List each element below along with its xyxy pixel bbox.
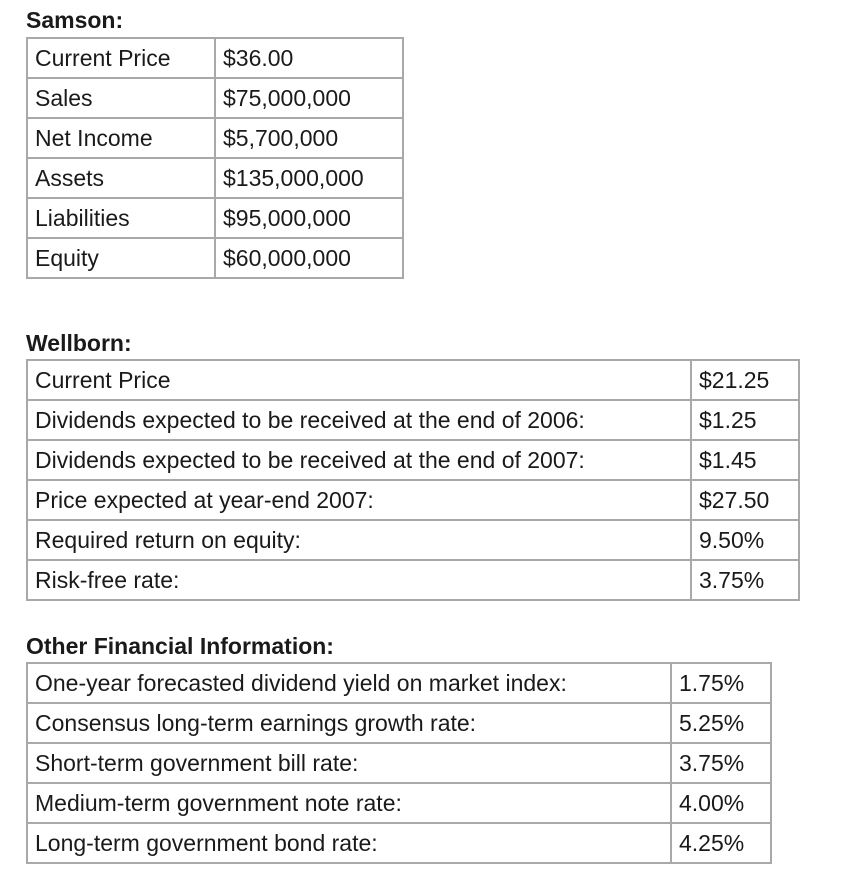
row-value: $27.50 xyxy=(690,479,800,521)
row-label: Risk-free rate: xyxy=(26,559,692,601)
row-value: 9.50% xyxy=(690,519,800,561)
row-value: $5,700,000 xyxy=(214,117,404,159)
row-value: 1.75% xyxy=(670,662,772,704)
table-row: Sales $75,000,000 xyxy=(26,77,404,119)
row-value: $36.00 xyxy=(214,37,404,79)
wellborn-heading: Wellborn: xyxy=(26,330,132,356)
table-row: Net Income $5,700,000 xyxy=(26,117,404,159)
row-value: $135,000,000 xyxy=(214,157,404,199)
other-info-heading: Other Financial Information: xyxy=(26,633,334,659)
row-label: Assets xyxy=(26,157,216,199)
row-label: Dividends expected to be received at the… xyxy=(26,399,692,441)
row-label: Medium-term government note rate: xyxy=(26,782,672,824)
table-row: Assets $135,000,000 xyxy=(26,157,404,199)
row-value: $21.25 xyxy=(690,359,800,401)
row-label: Equity xyxy=(26,237,216,279)
row-label: Liabilities xyxy=(26,197,216,239)
row-value: $1.25 xyxy=(690,399,800,441)
row-label: Long-term government bond rate: xyxy=(26,822,672,864)
row-value: $75,000,000 xyxy=(214,77,404,119)
table-row: Liabilities $95,000,000 xyxy=(26,197,404,239)
row-value: 3.75% xyxy=(690,559,800,601)
row-value: $95,000,000 xyxy=(214,197,404,239)
table-row: Dividends expected to be received at the… xyxy=(26,399,800,441)
row-label: Required return on equity: xyxy=(26,519,692,561)
table-row: Consensus long-term earnings growth rate… xyxy=(26,702,772,744)
row-value: $1.45 xyxy=(690,439,800,481)
table-row: Current Price $36.00 xyxy=(26,37,404,79)
row-value: 3.75% xyxy=(670,742,772,784)
samson-table: Current Price $36.00 Sales $75,000,000 N… xyxy=(26,37,404,279)
row-label: Net Income xyxy=(26,117,216,159)
row-value: $60,000,000 xyxy=(214,237,404,279)
wellborn-table: Current Price $21.25 Dividends expected … xyxy=(26,359,800,601)
row-value: 4.25% xyxy=(670,822,772,864)
row-value: 5.25% xyxy=(670,702,772,744)
table-row: Dividends expected to be received at the… xyxy=(26,439,800,481)
other-info-table: One-year forecasted dividend yield on ma… xyxy=(26,662,772,864)
table-row: Price expected at year-end 2007: $27.50 xyxy=(26,479,800,521)
row-label: Current Price xyxy=(26,37,216,79)
table-row: Short-term government bill rate: 3.75% xyxy=(26,742,772,784)
table-row: Equity $60,000,000 xyxy=(26,237,404,279)
table-row: Current Price $21.25 xyxy=(26,359,800,401)
row-label: Current Price xyxy=(26,359,692,401)
row-value: 4.00% xyxy=(670,782,772,824)
table-row: One-year forecasted dividend yield on ma… xyxy=(26,662,772,704)
table-row: Risk-free rate: 3.75% xyxy=(26,559,800,601)
samson-heading: Samson: xyxy=(26,7,124,33)
row-label: Consensus long-term earnings growth rate… xyxy=(26,702,672,744)
row-label: Sales xyxy=(26,77,216,119)
table-row: Medium-term government note rate: 4.00% xyxy=(26,782,772,824)
row-label: Dividends expected to be received at the… xyxy=(26,439,692,481)
table-row: Required return on equity: 9.50% xyxy=(26,519,800,561)
row-label: Price expected at year-end 2007: xyxy=(26,479,692,521)
row-label: One-year forecasted dividend yield on ma… xyxy=(26,662,672,704)
row-label: Short-term government bill rate: xyxy=(26,742,672,784)
table-row: Long-term government bond rate: 4.25% xyxy=(26,822,772,864)
